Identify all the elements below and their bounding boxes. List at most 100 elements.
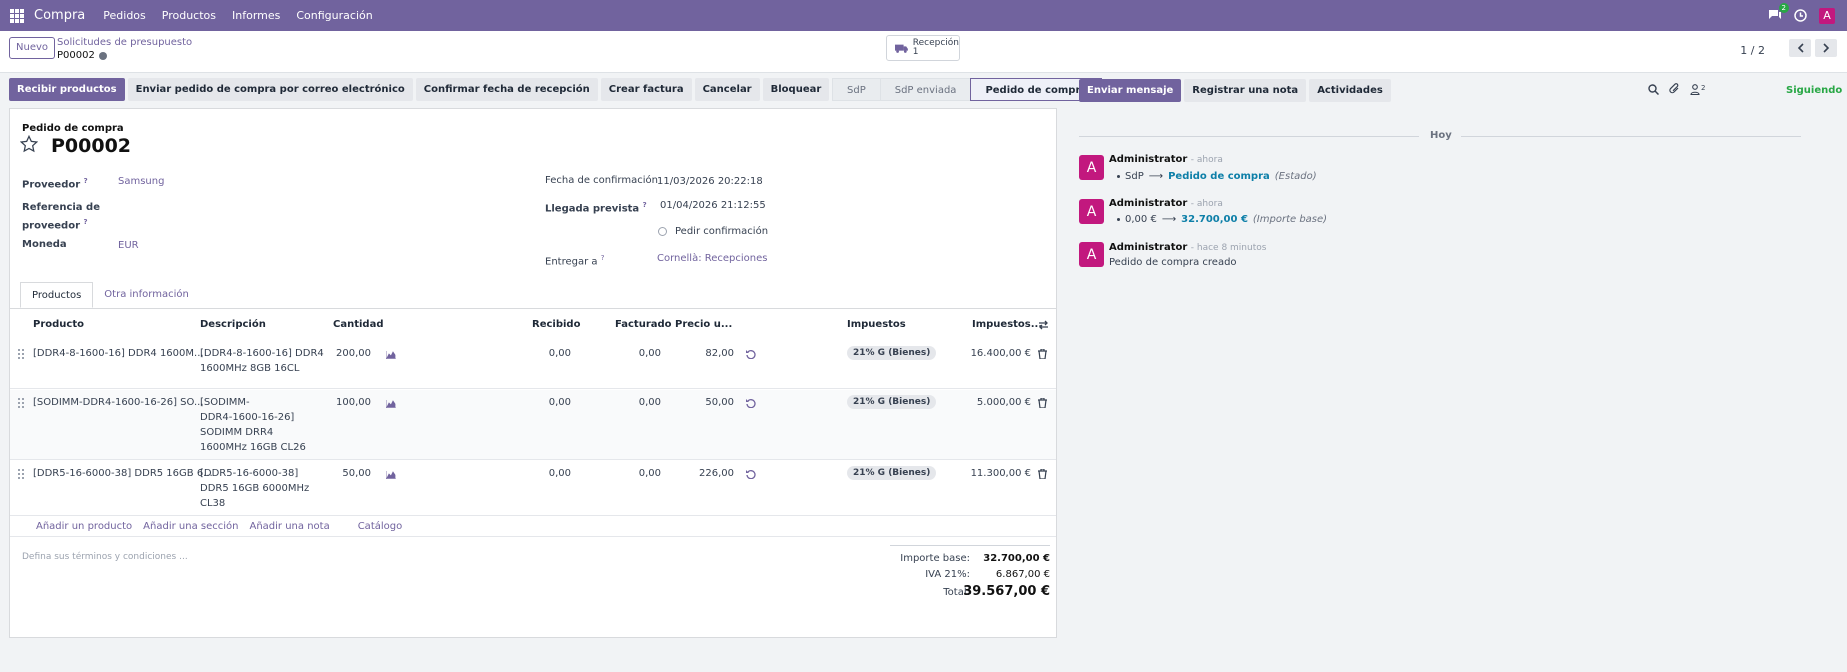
message-author-name[interactable]: Administrator (1109, 242, 1188, 253)
avatar[interactable]: A (1079, 199, 1104, 224)
user-avatar[interactable]: A (1819, 7, 1835, 24)
line-quantity[interactable]: 200,00 (336, 348, 371, 359)
message-author-name[interactable]: Administrator (1109, 154, 1188, 165)
message-author-name[interactable]: Administrator (1109, 198, 1188, 209)
line-product[interactable]: [DDR5-16-6000-38] DDR5 16GB 6... (33, 468, 213, 479)
tab-other-info[interactable]: Otra información (104, 289, 189, 300)
menu-pedidos[interactable]: Pedidos (103, 9, 146, 22)
drag-handle-icon[interactable] (18, 398, 24, 408)
vendor-field[interactable]: Samsung (118, 176, 165, 187)
line-tax-tag[interactable]: 21% G (Bienes) (847, 395, 937, 409)
app-name[interactable]: Compra (34, 8, 86, 23)
add-section-link[interactable]: Añadir una sección (143, 521, 239, 532)
menu-informes[interactable]: Informes (232, 9, 281, 22)
reset-price-icon[interactable] (746, 469, 756, 479)
menu-configuracion[interactable]: Configuración (296, 9, 373, 22)
receive-products-button[interactable]: Recibir productos (9, 78, 125, 101)
line-received[interactable]: 0,00 (548, 397, 571, 408)
reset-price-icon[interactable] (746, 349, 756, 359)
vendor-reference-field[interactable] (118, 203, 418, 229)
lock-button[interactable]: Bloquear (762, 78, 830, 101)
new-button[interactable]: Nuevo (9, 37, 56, 59)
col-quantity[interactable]: Cantidad (333, 319, 384, 330)
attachment-icon[interactable] (1669, 83, 1680, 95)
line-invoiced: 0,00 (638, 397, 661, 408)
pager-previous-button[interactable] (1789, 39, 1811, 57)
arrow-right-icon: ⟶ (1161, 214, 1177, 225)
status-purchase-order[interactable]: Pedido de compra (970, 78, 1103, 101)
trash-icon[interactable] (1038, 469, 1047, 479)
line-received[interactable]: 0,00 (548, 348, 571, 359)
activity-clock-icon[interactable] (1794, 9, 1807, 22)
gear-icon[interactable] (98, 51, 107, 60)
forecast-chart-icon[interactable] (386, 399, 396, 408)
confirmation-date-field[interactable]: 11/03/2026 20:22:18 (657, 176, 763, 187)
trash-icon[interactable] (1038, 398, 1047, 408)
breadcrumb-parent[interactable]: Solicitudes de presupuesto (57, 37, 193, 48)
reset-price-icon[interactable] (746, 398, 756, 408)
message-author: Administrator - hace 8 minutos (1109, 242, 1266, 253)
following-button[interactable]: Siguiendo (1786, 85, 1843, 96)
drag-handle-icon[interactable] (18, 349, 24, 359)
menu-productos[interactable]: Productos (161, 9, 216, 22)
cancel-button[interactable]: Cancelar (694, 78, 760, 101)
star-icon[interactable] (20, 135, 38, 153)
line-quantity[interactable]: 100,00 (336, 397, 371, 408)
currency-field[interactable]: EUR (118, 240, 139, 251)
col-invoiced[interactable]: Facturado (615, 319, 672, 330)
forecast-chart-icon[interactable] (386, 350, 396, 359)
optional-columns-icon[interactable] (1038, 320, 1049, 330)
col-description[interactable]: Descripción (200, 319, 266, 330)
section-divider (10, 536, 1056, 537)
messages-icon[interactable]: 2 (1768, 2, 1789, 23)
expected-arrival-field[interactable]: 01/04/2026 21:12:55 (660, 200, 766, 211)
line-tax-tag[interactable]: 21% G (Bienes) (847, 466, 937, 480)
line-description[interactable]: [DDR4-8-1600-16] DDR4 1600MHz 8GB 16CL (200, 346, 324, 376)
table-row[interactable]: [SODIMM-DDR4-1600-16-26] SO... [SODIMM- … (10, 390, 1056, 460)
send-po-email-button[interactable]: Enviar pedido de compra por correo elect… (127, 78, 413, 101)
add-product-link[interactable]: Añadir un producto (36, 521, 133, 532)
line-product[interactable]: [SODIMM-DDR4-1600-16-26] SO... (33, 397, 204, 408)
col-unit-price[interactable]: Precio u... (675, 319, 733, 330)
avatar[interactable]: A (1079, 242, 1104, 267)
followers-button[interactable]: 2 (1690, 84, 1705, 95)
table-row[interactable]: [DDR4-8-1600-16] DDR4 1600M... [DDR4-8-1… (10, 341, 1056, 389)
log-note-button[interactable]: Registrar una nota (1184, 79, 1307, 102)
add-note-link[interactable]: Añadir una nota (249, 521, 330, 532)
table-row[interactable]: [DDR5-16-6000-38] DDR5 16GB 6... [DDR5-1… (10, 461, 1056, 516)
activities-button[interactable]: Actividades (1309, 79, 1391, 102)
pager-next-button[interactable] (1815, 39, 1837, 57)
terms-conditions-field[interactable]: Defina sus términos y condiciones ... (22, 552, 188, 562)
line-received[interactable]: 0,00 (548, 468, 571, 479)
drag-handle-icon[interactable] (18, 469, 24, 479)
catalog-link[interactable]: Catálogo (357, 521, 403, 532)
col-received[interactable]: Recibido (532, 319, 581, 330)
line-unit-price[interactable]: 226,00 (699, 468, 734, 479)
col-taxes[interactable]: Impuestos (847, 319, 906, 330)
app-menu-icon[interactable] (10, 8, 24, 23)
line-description[interactable]: [DDR5-16-6000-38] DDR5 16GB 6000MHz CL38 (200, 466, 309, 511)
col-subtotal[interactable]: Impuestos... (972, 319, 1043, 330)
receipt-smart-button[interactable]: Recepción 1 (886, 35, 960, 61)
line-description-text: [DDR4-8-1600-16] DDR4 (200, 348, 324, 359)
status-rfq-sent[interactable]: SdP enviada (879, 78, 972, 101)
create-invoice-button[interactable]: Crear factura (600, 78, 692, 101)
line-tax-tag[interactable]: 21% G (Bienes) (847, 346, 937, 360)
ask-confirmation-checkbox[interactable] (658, 227, 667, 236)
confirm-receipt-date-button[interactable]: Confirmar fecha de recepción (415, 78, 598, 101)
deliver-to-field[interactable]: Cornellà: Recepciones (657, 253, 768, 264)
send-message-button[interactable]: Enviar mensaje (1079, 79, 1182, 102)
avatar[interactable]: A (1079, 155, 1104, 180)
line-description[interactable]: [SODIMM- DDR4-1600-16-26] SODIMM DRR4 16… (200, 395, 306, 455)
forecast-chart-icon[interactable] (386, 470, 396, 479)
line-quantity[interactable]: 50,00 (342, 468, 371, 479)
tab-products[interactable]: Productos (20, 282, 94, 308)
search-icon[interactable] (1648, 83, 1659, 95)
line-product[interactable]: [DDR4-8-1600-16] DDR4 1600M... (33, 348, 204, 359)
trash-icon[interactable] (1038, 349, 1047, 359)
pager-value[interactable]: 1 / 2 (1740, 44, 1765, 57)
col-product[interactable]: Producto (33, 319, 84, 330)
status-rfq[interactable]: SdP (832, 78, 881, 101)
line-unit-price[interactable]: 82,00 (705, 348, 734, 359)
line-unit-price[interactable]: 50,00 (705, 397, 734, 408)
